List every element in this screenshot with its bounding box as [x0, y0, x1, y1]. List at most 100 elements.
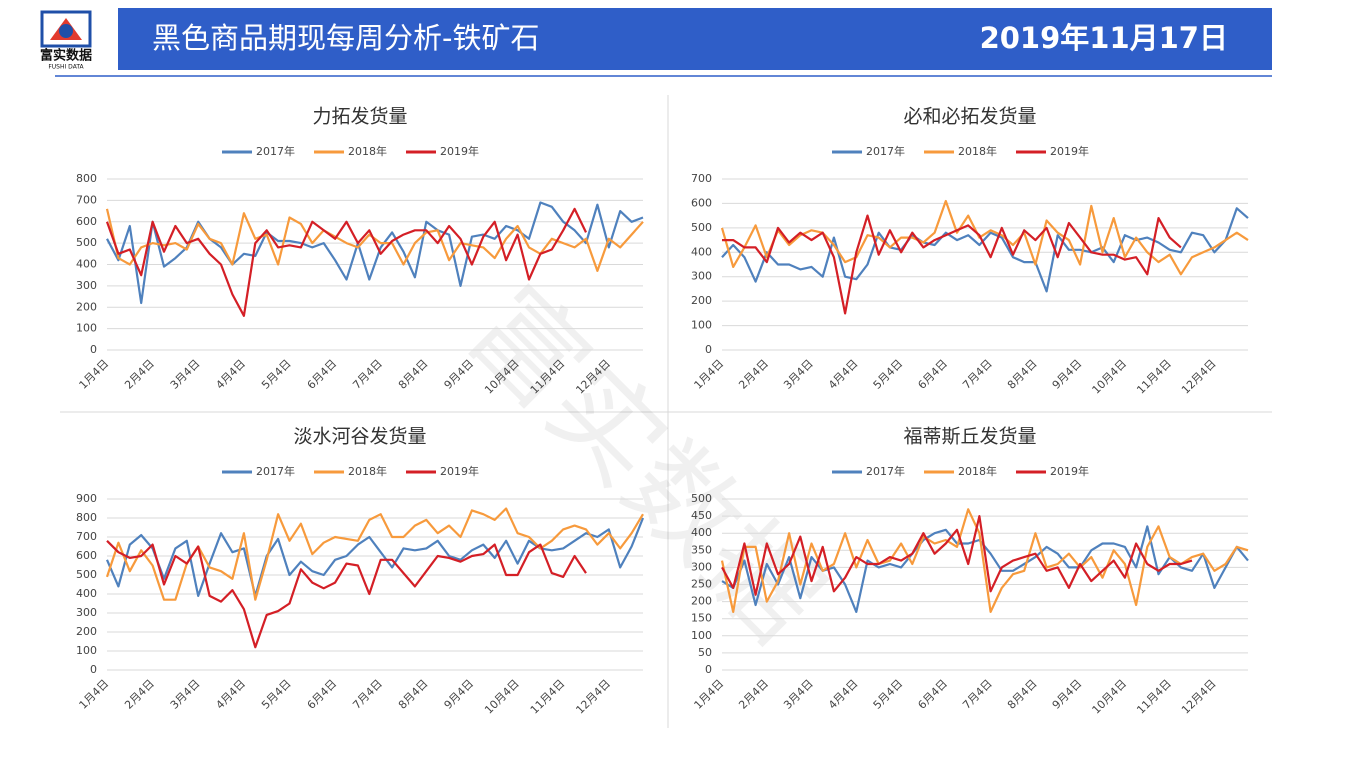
y-tick-label: 50 [698, 646, 712, 659]
y-tick-label: 400 [691, 245, 712, 258]
y-tick-label: 450 [691, 509, 712, 522]
x-tick-label: 6月4日 [305, 677, 340, 712]
x-tick-label: 3月4日 [168, 677, 203, 712]
y-tick-label: 600 [76, 549, 97, 562]
y-tick-label: 0 [90, 663, 97, 676]
y-tick-label: 0 [90, 343, 97, 356]
logo-dot [59, 24, 73, 38]
x-tick-label: 9月4日 [1050, 357, 1085, 392]
y-tick-label: 300 [76, 606, 97, 619]
y-tick-label: 300 [76, 279, 97, 292]
x-tick-label: 9月4日 [1050, 677, 1085, 712]
x-tick-label: 7月4日 [960, 357, 995, 392]
x-tick-label: 5月4日 [259, 357, 294, 392]
logo: 富实数据 FUSHI DATA [40, 10, 92, 71]
header-title: 黑色商品期现每周分析-铁矿石 [152, 21, 539, 55]
legend-label: 2019年 [1050, 144, 1089, 158]
logo-text: 富实数据 [40, 48, 92, 64]
x-tick-label: 11月4日 [1134, 677, 1174, 717]
x-tick-label: 10月4日 [1090, 357, 1130, 397]
x-tick-label: 6月4日 [915, 357, 950, 392]
legend-label: 2019年 [440, 464, 479, 478]
y-tick-label: 800 [76, 172, 97, 185]
legend-label: 2017年 [256, 464, 295, 478]
y-tick-label: 600 [691, 196, 712, 209]
x-tick-label: 1月4日 [77, 357, 112, 392]
chart-title: 力拓发货量 [312, 106, 407, 128]
series-line [720, 508, 1249, 613]
x-tick-label: 10月4日 [482, 677, 522, 717]
x-tick-label: 4月4日 [826, 357, 861, 392]
y-tick-label: 200 [76, 300, 97, 313]
series-line [722, 214, 1182, 315]
legend-label: 2019年 [440, 144, 479, 158]
x-tick-label: 2月4日 [122, 357, 157, 392]
legend-label: 2019年 [1050, 464, 1089, 478]
x-tick-label: 4月4日 [213, 357, 248, 392]
y-tick-label: 0 [705, 663, 712, 676]
legend-label: 2017年 [866, 144, 905, 158]
chart-title: 淡水河谷发货量 [293, 426, 426, 448]
series-line [105, 517, 645, 597]
series-line [106, 201, 644, 305]
y-tick-label: 0 [705, 343, 712, 356]
y-tick-label: 400 [691, 526, 712, 539]
x-tick-label: 7月4日 [350, 677, 385, 712]
y-tick-label: 300 [691, 560, 712, 573]
series-line [105, 507, 644, 601]
y-tick-label: 500 [76, 236, 97, 249]
x-tick-label: 12月4日 [1179, 357, 1219, 397]
x-tick-label: 12月4日 [573, 677, 613, 717]
header-date: 2019年11月17日 [980, 21, 1228, 55]
x-tick-label: 2月4日 [736, 677, 771, 712]
series-line [720, 199, 1249, 276]
y-tick-label: 100 [691, 319, 712, 332]
series-line [105, 207, 587, 317]
x-tick-label: 8月4日 [1005, 677, 1040, 712]
x-tick-label: 2月4日 [122, 677, 157, 712]
x-tick-label: 1月4日 [692, 357, 727, 392]
x-tick-label: 6月4日 [305, 357, 340, 392]
legend-label: 2017年 [256, 144, 295, 158]
y-tick-label: 200 [76, 625, 97, 638]
x-tick-label: 6月4日 [915, 677, 950, 712]
y-tick-label: 100 [691, 629, 712, 642]
x-tick-label: 4月4日 [826, 677, 861, 712]
watermark: 富实数据 [445, 264, 847, 666]
x-tick-label: 11月4日 [1134, 357, 1174, 397]
series-line [106, 540, 587, 649]
y-tick-label: 800 [76, 511, 97, 524]
y-tick-label: 700 [76, 193, 97, 206]
y-tick-label: 400 [76, 258, 97, 271]
y-tick-label: 700 [76, 530, 97, 543]
y-tick-label: 100 [76, 322, 97, 335]
x-tick-label: 12月4日 [1179, 677, 1219, 717]
x-tick-label: 3月4日 [781, 677, 816, 712]
x-tick-label: 5月4日 [259, 677, 294, 712]
legend-label: 2018年 [958, 144, 997, 158]
x-tick-label: 7月4日 [960, 677, 995, 712]
x-tick-label: 8月4日 [396, 677, 431, 712]
chart-title: 福蒂斯丘发货量 [903, 426, 1036, 448]
x-tick-label: 2月4日 [736, 357, 771, 392]
y-tick-label: 100 [76, 644, 97, 657]
series-line [721, 515, 1193, 596]
x-tick-label: 8月4日 [1005, 357, 1040, 392]
x-tick-label: 3月4日 [781, 357, 816, 392]
y-tick-label: 700 [691, 172, 712, 185]
legend-label: 2018年 [958, 464, 997, 478]
header-bar [118, 8, 1272, 70]
series-line [721, 207, 1249, 293]
x-tick-label: 11月4日 [528, 677, 568, 717]
y-tick-label: 200 [691, 595, 712, 608]
x-tick-label: 1月4日 [692, 677, 727, 712]
y-tick-label: 350 [691, 543, 712, 556]
series-line [105, 208, 644, 272]
y-tick-label: 600 [76, 215, 97, 228]
logo-sub: FUSHI DATA [48, 64, 84, 71]
y-tick-label: 250 [691, 578, 712, 591]
x-tick-label: 8月4日 [396, 357, 431, 392]
x-tick-label: 5月4日 [871, 357, 906, 392]
